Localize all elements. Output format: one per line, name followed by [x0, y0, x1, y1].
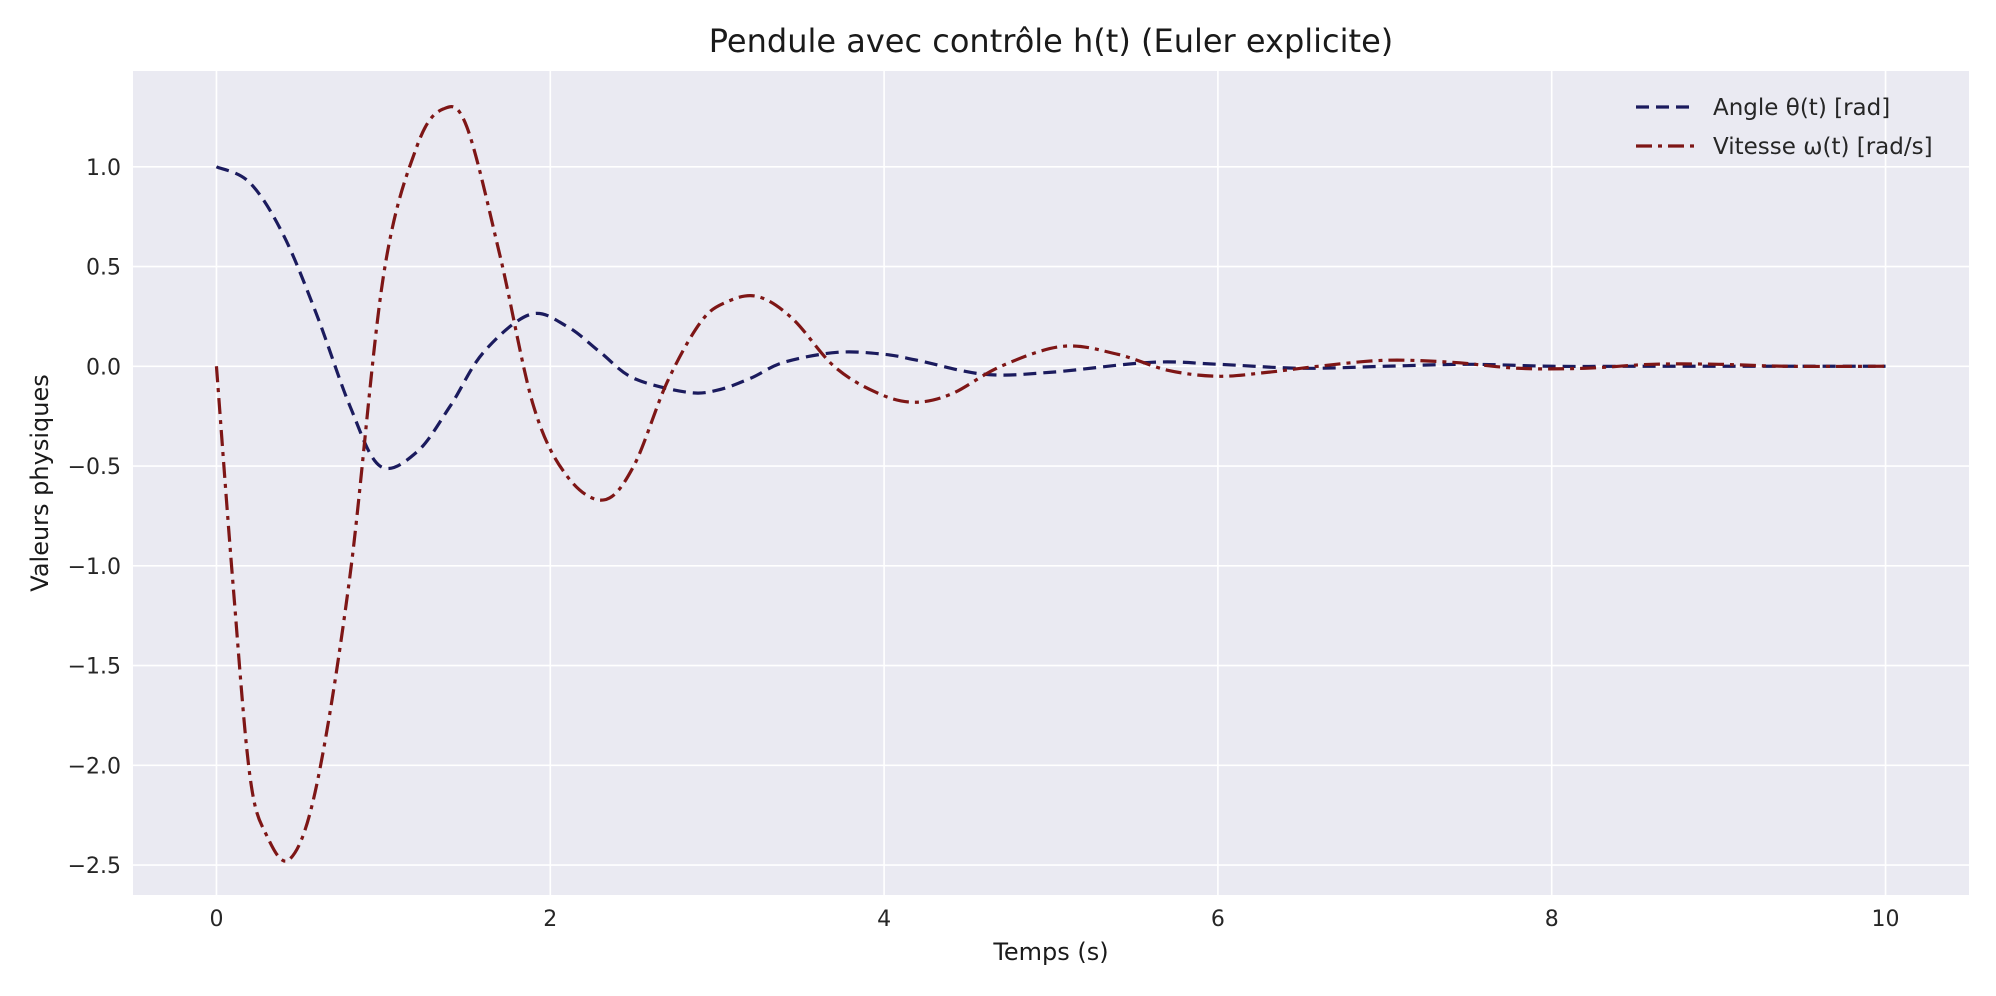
y-tick-label: 1.0	[86, 156, 121, 181]
grid	[133, 71, 1969, 895]
x-tick-label: 8	[1545, 907, 1559, 932]
x-axis-label: Temps (s)	[992, 938, 1108, 966]
chart-title: Pendule avec contrôle h(t) (Euler explic…	[709, 22, 1393, 60]
series-layer	[214, 105, 1886, 863]
legend: Angle θ(t) [rad] Vitesse ω(t) [rad/s]	[1636, 95, 1933, 160]
y-tick-label: −0.5	[68, 455, 121, 480]
series-line-vitesse	[214, 105, 1886, 863]
ticks: 0 2 4 6 8 10 1.0 0.5 0.0 −0.5 −1.0 −1.5 −2.0 −2.5	[68, 156, 1900, 932]
x-tick-label: 2	[543, 907, 557, 932]
y-tick-label: 0.5	[86, 256, 121, 281]
plot-background	[133, 71, 1969, 895]
legend-label-angle: Angle θ(t) [rad]	[1713, 95, 1890, 121]
x-tick-label: 0	[209, 907, 223, 932]
x-tick-label: 10	[1872, 907, 1900, 932]
x-tick-label: 4	[877, 907, 891, 932]
y-axis-label: Valeurs physiques	[26, 374, 54, 591]
y-tick-label: −2.5	[68, 854, 121, 879]
x-tick-label: 6	[1211, 907, 1225, 932]
y-tick-label: −2.0	[68, 754, 121, 779]
legend-label-vitesse: Vitesse ω(t) [rad/s]	[1713, 134, 1933, 160]
y-tick-label: 0.0	[86, 355, 121, 380]
y-tick-label: −1.0	[68, 555, 121, 580]
y-tick-label: −1.5	[68, 655, 121, 680]
